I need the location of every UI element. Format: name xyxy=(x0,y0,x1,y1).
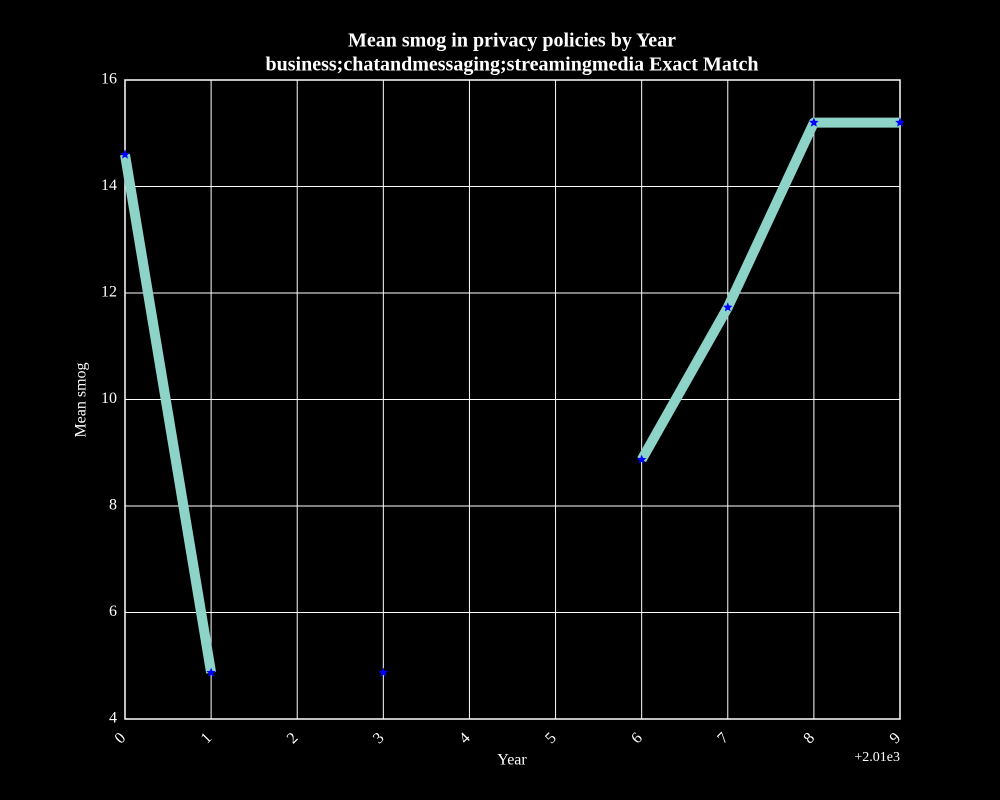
data-point xyxy=(895,117,905,127)
x-tick-label: 9 xyxy=(887,730,905,748)
x-tick-label: 8 xyxy=(800,730,818,748)
data-line xyxy=(120,153,217,674)
x-tick-label: 5 xyxy=(542,730,560,748)
data-point xyxy=(636,454,647,464)
x-tick-label: 1 xyxy=(198,730,216,748)
y-tick-label: 8 xyxy=(109,497,117,514)
y-tick-label: 6 xyxy=(109,603,117,620)
y-tick-label: 14 xyxy=(101,177,117,194)
y-tick-label: 16 xyxy=(101,71,117,88)
y-tick-label: 10 xyxy=(101,390,117,407)
x-tick-label: 7 xyxy=(714,730,732,748)
x-tick-label: 0 xyxy=(112,730,130,748)
y-tick-label: 4 xyxy=(109,710,117,727)
data-point xyxy=(378,667,389,677)
data-line xyxy=(637,117,900,463)
chart-subtitle: business;chatandmessaging;streamingmedia… xyxy=(266,54,759,76)
x-tick-label: 6 xyxy=(628,730,646,748)
x-axis-label: Year xyxy=(497,752,527,769)
y-axis-label: Mean smog xyxy=(73,362,90,437)
data-point xyxy=(206,667,216,677)
x-tick-label: 3 xyxy=(370,730,388,748)
x-tick-label: 4 xyxy=(456,730,474,748)
x-offset-label: +2.01e3 xyxy=(854,750,900,765)
data-point xyxy=(723,302,733,312)
data-point xyxy=(120,149,130,159)
x-tick-label: 2 xyxy=(284,730,302,748)
data-point xyxy=(809,117,819,127)
chart-title: Mean smog in privacy policies by Year xyxy=(348,30,676,52)
y-tick-label: 12 xyxy=(101,284,117,301)
plot-frame xyxy=(124,79,901,720)
